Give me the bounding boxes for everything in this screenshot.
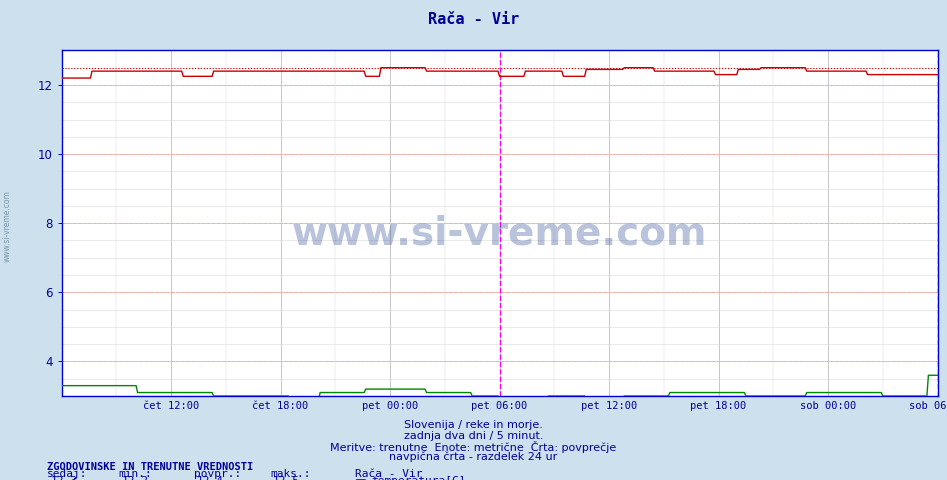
Text: navpična črta - razdelek 24 ur: navpična črta - razdelek 24 ur [389, 452, 558, 462]
Text: Meritve: trenutne  Enote: metrične  Črta: povprečje: Meritve: trenutne Enote: metrične Črta: … [331, 441, 616, 453]
Text: pet 00:00: pet 00:00 [362, 401, 419, 411]
Text: 12,3: 12,3 [51, 476, 78, 480]
Text: temperatura[C]: temperatura[C] [371, 476, 466, 480]
Text: ZGODOVINSKE IN TRENUTNE VREDNOSTI: ZGODOVINSKE IN TRENUTNE VREDNOSTI [47, 462, 254, 472]
Text: ■: ■ [355, 476, 366, 480]
Text: sob 06:00: sob 06:00 [909, 401, 947, 411]
Text: Rača - Vir: Rača - Vir [428, 12, 519, 27]
Text: sedaj:: sedaj: [47, 469, 88, 480]
Text: pet 06:00: pet 06:00 [472, 401, 527, 411]
Text: 12,4: 12,4 [197, 476, 223, 480]
Text: čet 12:00: čet 12:00 [143, 401, 199, 411]
Text: Slovenija / reke in morje.: Slovenija / reke in morje. [404, 420, 543, 430]
Text: www.si-vreme.com: www.si-vreme.com [292, 215, 707, 252]
Text: maks.:: maks.: [270, 469, 311, 480]
Text: pet 18:00: pet 18:00 [690, 401, 746, 411]
Text: čet 18:00: čet 18:00 [253, 401, 309, 411]
Text: 12,5: 12,5 [273, 476, 299, 480]
Text: sob 00:00: sob 00:00 [800, 401, 856, 411]
Text: pet 12:00: pet 12:00 [581, 401, 637, 411]
Text: Rača - Vir: Rača - Vir [355, 469, 422, 480]
Text: www.si-vreme.com: www.si-vreme.com [3, 190, 12, 262]
Text: povpr.:: povpr.: [194, 469, 241, 480]
Text: 12,2: 12,2 [122, 476, 149, 480]
Text: min.:: min.: [118, 469, 152, 480]
Text: zadnja dva dni / 5 minut.: zadnja dva dni / 5 minut. [403, 431, 544, 441]
